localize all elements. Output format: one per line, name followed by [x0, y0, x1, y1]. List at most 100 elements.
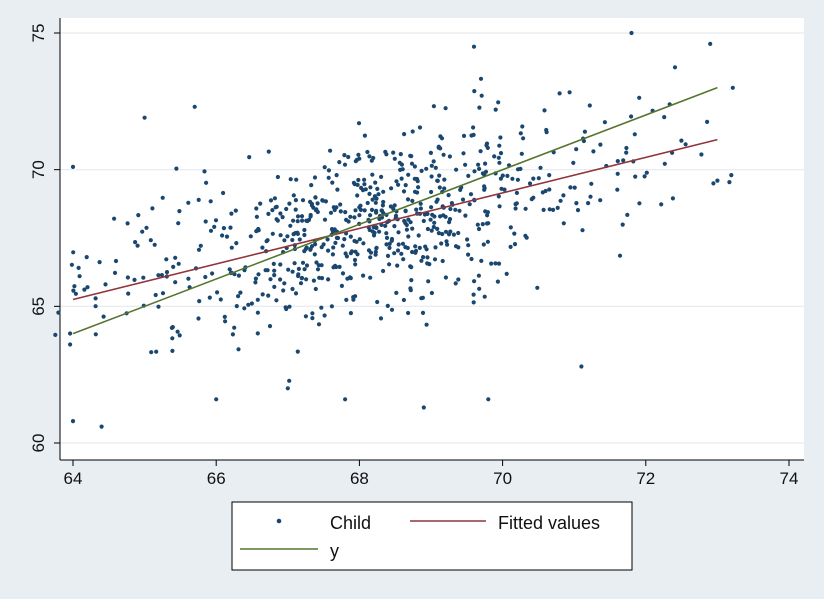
- point-725: [637, 95, 642, 100]
- point-113: [249, 301, 254, 306]
- point-351: [370, 172, 375, 177]
- point-614: [495, 279, 500, 284]
- point-82: [229, 245, 234, 250]
- point-197: [288, 177, 293, 182]
- point-540: [412, 164, 417, 169]
- point-31: [125, 275, 130, 280]
- point-88: [228, 225, 233, 230]
- point-177: [287, 304, 292, 309]
- point-526: [415, 190, 420, 195]
- point-378: [363, 187, 368, 192]
- point-502: [429, 163, 434, 168]
- point-288: [348, 214, 353, 219]
- point-25: [159, 273, 164, 278]
- point-283: [334, 235, 339, 240]
- point-553: [420, 310, 426, 315]
- point-597: [451, 232, 456, 237]
- point-524: [437, 185, 442, 190]
- point-240: [326, 168, 331, 173]
- x-tick-label-66: 66: [207, 469, 226, 488]
- point-55: [177, 333, 182, 338]
- point-535: [419, 296, 424, 301]
- point-332: [352, 215, 357, 220]
- point-330: [361, 241, 366, 246]
- point-599: [476, 162, 481, 167]
- point-411: [384, 242, 389, 247]
- point-413: [392, 156, 397, 161]
- point-630: [502, 187, 507, 192]
- point-717: [617, 253, 623, 258]
- point-493: [431, 104, 436, 109]
- point-123: [242, 306, 247, 311]
- point-538: [432, 257, 438, 262]
- point-459: [398, 152, 403, 157]
- point-687: [555, 205, 560, 210]
- point-93: [207, 295, 212, 300]
- point-642: [498, 135, 503, 140]
- point-188: [272, 273, 277, 278]
- point-46: [186, 200, 191, 205]
- point-202: [291, 218, 296, 223]
- point-151: [302, 227, 307, 233]
- point-445: [383, 149, 388, 154]
- point-590: [480, 222, 485, 227]
- point-541: [435, 178, 440, 183]
- point-736: [730, 85, 735, 90]
- point-577: [463, 213, 468, 218]
- point-432: [409, 154, 414, 159]
- point-72: [198, 243, 203, 248]
- point-50: [186, 276, 191, 281]
- point-449: [404, 222, 409, 228]
- point-389: [402, 132, 407, 137]
- point-6: [82, 287, 87, 292]
- point-287: [361, 273, 366, 278]
- point-277: [334, 264, 339, 270]
- point-744: [99, 424, 104, 429]
- point-337: [374, 246, 379, 251]
- point-297: [375, 299, 380, 305]
- point-304: [357, 237, 362, 242]
- point-734: [662, 115, 667, 120]
- point-259: [337, 160, 342, 165]
- point-33: [152, 242, 157, 247]
- point-223: [313, 242, 318, 247]
- point-149: [297, 237, 302, 242]
- point-58: [173, 280, 178, 285]
- point-429: [399, 176, 404, 181]
- point-70: [210, 271, 215, 276]
- point-503: [416, 233, 421, 238]
- point-434: [377, 229, 382, 234]
- point-537: [434, 199, 439, 204]
- point-206: [328, 148, 333, 153]
- point-18: [112, 216, 117, 221]
- point-343: [355, 252, 360, 257]
- point-754: [715, 178, 720, 183]
- point-752: [629, 30, 634, 36]
- point-40: [153, 292, 158, 298]
- y-tick-label-75: 75: [29, 24, 48, 43]
- point-81: [218, 297, 223, 302]
- point-469: [426, 279, 431, 284]
- point-41: [144, 225, 149, 230]
- point-665: [536, 176, 541, 181]
- point-408: [381, 268, 386, 274]
- point-674: [531, 176, 536, 181]
- point-242: [312, 252, 317, 257]
- point-706: [620, 222, 625, 227]
- point-248: [337, 264, 342, 269]
- x-tick-label-70: 70: [493, 469, 512, 488]
- point-356: [344, 297, 349, 302]
- point-135: [281, 288, 286, 293]
- point-397: [389, 186, 394, 191]
- point-182: [272, 284, 277, 289]
- point-593: [472, 279, 477, 284]
- legend-box: [231, 501, 633, 571]
- point-646: [483, 161, 488, 166]
- point-226: [326, 175, 331, 180]
- point-100: [232, 325, 237, 330]
- point-77: [220, 233, 225, 238]
- point-86: [208, 228, 214, 233]
- point-21: [113, 258, 119, 264]
- point-506: [440, 258, 445, 264]
- point-578: [477, 105, 482, 110]
